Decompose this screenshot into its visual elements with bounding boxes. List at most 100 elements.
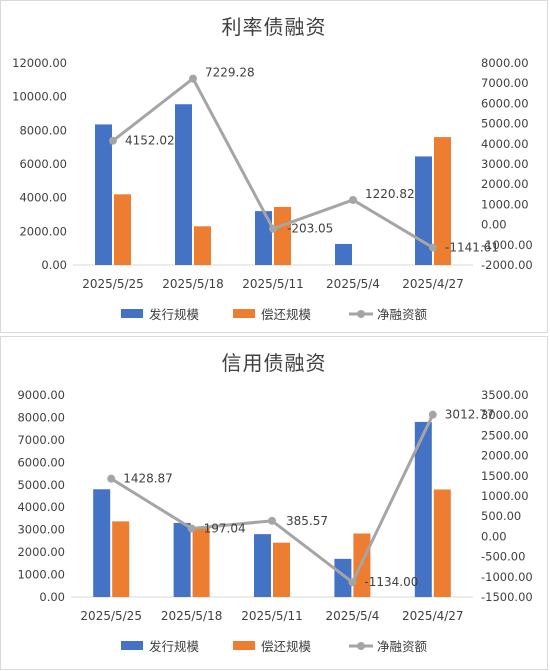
y-tick-label: 7000.00 [17, 433, 65, 447]
data-label: -1134.00 [364, 575, 418, 589]
line-point [269, 224, 277, 233]
y2-tick-label: 7000.00 [481, 76, 529, 90]
x-tick-label: 2025/5/4 [326, 277, 380, 291]
chart-title: 利率债融资 [221, 15, 327, 39]
y2-tick-label: 2000.00 [481, 177, 529, 191]
y2-tick-label: -1000.00 [481, 570, 533, 584]
legend-item-label: 偿还规模 [261, 307, 312, 322]
legend-item-label: 净融资额 [377, 307, 428, 322]
bar-repay [112, 521, 130, 597]
data-label: 197.04 [204, 521, 246, 535]
y-tick-label: 10000.00 [12, 90, 67, 104]
x-tick-label: 2025/5/25 [80, 609, 142, 623]
y2-tick-label: 3000.00 [481, 157, 529, 171]
y-tick-label: 3000.00 [17, 523, 65, 537]
data-label: -1141.61 [445, 241, 499, 255]
y2-tick-label: -1500.00 [481, 590, 533, 604]
y-tick-label: 12000.00 [12, 56, 67, 70]
y-tick-label: 6000.00 [19, 157, 67, 171]
bar-repay [273, 542, 290, 597]
y-tick-label: 0.00 [41, 258, 67, 272]
bar-issue [95, 124, 112, 265]
y2-tick-label: 500.00 [481, 509, 521, 523]
legend-swatch-repay [233, 641, 255, 650]
line-net-financing [112, 77, 434, 249]
chart-svg: 0.00 2000.00 4000.00 6000.00 8000.00 10000.00… [12, 56, 533, 322]
x-tick-label: 2025/5/18 [161, 609, 223, 623]
bar-issue [93, 489, 111, 597]
y-tick-label: 2000.00 [17, 545, 65, 559]
y-tick-label: 8000.00 [17, 410, 65, 424]
data-label: -203.05 [287, 222, 333, 236]
y2-tick-label: 3500.00 [481, 388, 529, 402]
data-label: 1428.87 [123, 472, 173, 486]
x-tick-label: 2025/4/27 [402, 277, 464, 291]
line-point [349, 195, 357, 204]
x-tick-label: 2025/5/11 [242, 277, 304, 291]
y2-tick-label: 4000.00 [481, 137, 529, 151]
data-label: 385.57 [286, 514, 328, 528]
chart-panel-credit-bonds: 信用债融资 0.00 1000.00 2000.00 3000.00 4000.00 50… [0, 336, 548, 670]
x-tick-label: 2025/5/25 [82, 277, 144, 291]
legend-item-label: 偿还规模 [261, 639, 312, 654]
y-tick-label: 4000.00 [17, 500, 65, 514]
y2-tick-label: 3000.00 [481, 408, 529, 422]
y-tick-label: 6000.00 [17, 455, 65, 469]
bar-issue [255, 211, 272, 265]
bar-issue [173, 522, 191, 597]
y2-tick-label: 5000.00 [481, 117, 529, 131]
y2-tick-label: -1000.00 [481, 238, 533, 252]
y2-tick-label: 0.00 [481, 529, 507, 543]
legend-swatch-net-marker [357, 642, 365, 650]
y-tick-label: 1000.00 [17, 568, 65, 582]
bar-repay [433, 489, 451, 597]
bar-repay [434, 137, 451, 265]
y-tick-label: 2000.00 [19, 224, 67, 238]
y2-tick-label: -500.00 [481, 550, 525, 564]
bar-issue [414, 421, 432, 597]
line-point [109, 136, 117, 145]
y-tick-label: 8000.00 [19, 123, 67, 137]
bar-repay [114, 194, 131, 265]
y2-tick-label: 6000.00 [481, 96, 529, 110]
y2-tick-label: -2000.00 [481, 258, 533, 272]
x-tick-label: 2025/5/18 [162, 277, 224, 291]
y2-tick-label: 2000.00 [481, 449, 529, 463]
y2-tick-label: 1500.00 [481, 469, 529, 483]
legend-swatch-issue [121, 641, 143, 650]
data-label: 7229.28 [205, 66, 255, 80]
data-label: 4152.02 [125, 134, 175, 148]
line-point [268, 516, 276, 525]
bar-issue [335, 243, 352, 265]
x-tick-label: 2025/5/11 [241, 609, 303, 623]
legend-swatch-net-marker [357, 310, 365, 318]
line-point [187, 524, 196, 533]
line-point [189, 74, 197, 83]
y2-tick-label: 0.00 [481, 218, 507, 232]
y2-tick-label: 1000.00 [481, 197, 529, 211]
legend-swatch-repay [233, 309, 255, 318]
chart-title: 信用债融资 [221, 351, 327, 375]
bar-repay [192, 527, 210, 597]
y-tick-label: 9000.00 [17, 388, 65, 402]
bar-issue [334, 558, 352, 597]
legend-item-label: 净融资额 [377, 639, 428, 654]
data-label: 1220.82 [365, 187, 415, 201]
line-net-financing [110, 414, 435, 584]
line-point [348, 578, 357, 587]
y2-tick-label: 1000.00 [481, 489, 529, 503]
bar-issue [175, 104, 192, 265]
chart-panel-rate-bonds: 利率债融资 0.00 2000.00 4000.00 6000.00 8000.00 10… [0, 0, 548, 333]
legend-item-label: 发行规模 [149, 639, 200, 654]
y-tick-label: 0.00 [39, 590, 65, 604]
data-label: 3012.77 [445, 408, 495, 422]
legend-swatch-issue [121, 309, 143, 318]
line-point [107, 474, 116, 483]
x-tick-label: 2025/4/27 [402, 609, 464, 623]
y-tick-label: 5000.00 [17, 478, 65, 492]
y2-tick-label: 8000.00 [481, 56, 529, 70]
y2-tick-label: 2500.00 [481, 428, 529, 442]
bar-repay [194, 226, 211, 265]
y-tick-label: 4000.00 [19, 191, 67, 205]
bar-issue [254, 534, 271, 597]
